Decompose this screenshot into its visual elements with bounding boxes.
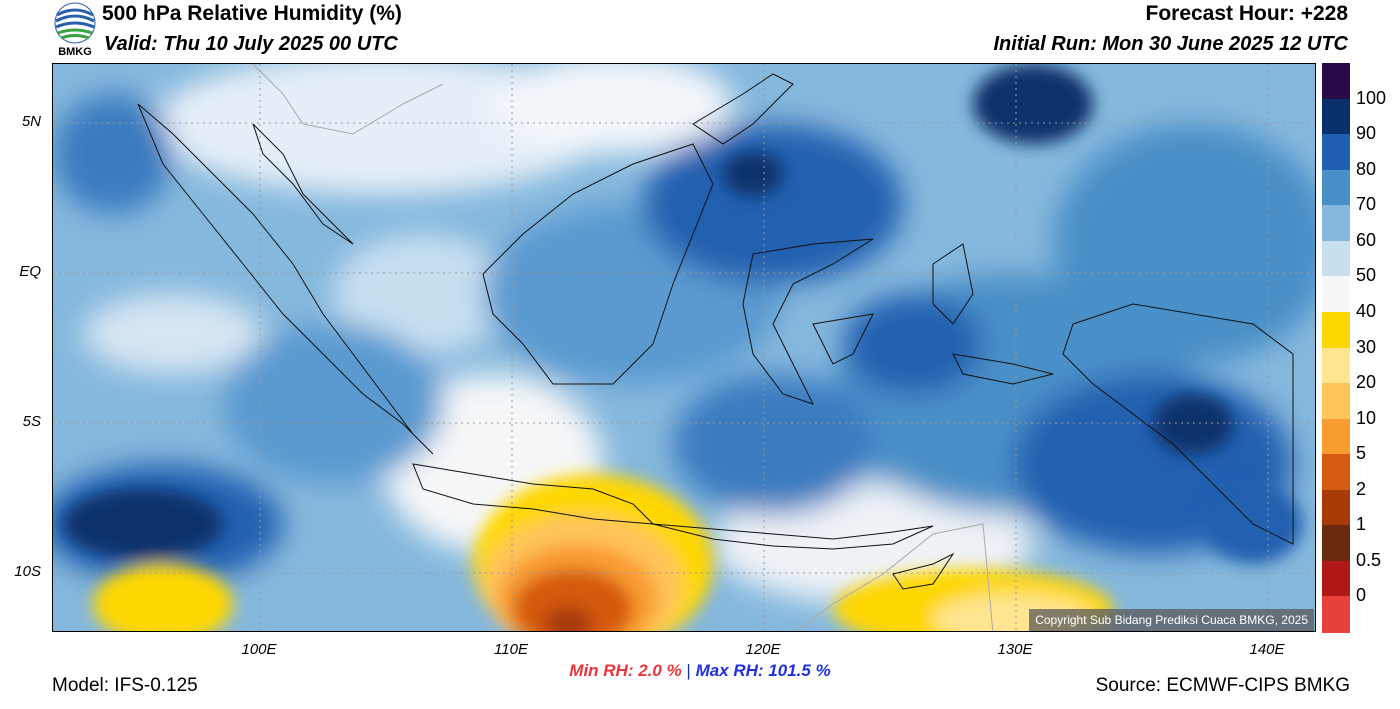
lat-label-5s: 5S: [22, 413, 41, 430]
colorbar-label: 30: [1356, 336, 1377, 357]
source-label: Source: ECMWF-CIPS BMKG: [1095, 675, 1350, 696]
lon-label-110e: 110E: [494, 641, 528, 658]
bmkg-logo: [50, 1, 100, 61]
colorbar-segment: [1322, 347, 1350, 384]
colorbar-segment: [1322, 98, 1350, 135]
humidity-field: [53, 64, 1315, 631]
colorbar-label: 100: [1356, 87, 1387, 108]
colorbar-label: 5: [1356, 443, 1367, 464]
colorbar-segment: [1322, 63, 1350, 100]
colorbar-segment: [1322, 383, 1350, 420]
lon-label-100e: 100E: [241, 641, 277, 658]
colorbar-segment: [1322, 596, 1350, 633]
model-label: Model: IFS-0.125: [52, 675, 198, 696]
colorbar-label: 70: [1356, 194, 1377, 215]
colorbar-label: 2: [1356, 478, 1367, 499]
coastlines: [137, 73, 1294, 590]
max-rh: Max RH: 101.5 %: [695, 661, 831, 680]
colorbar-segment: [1322, 418, 1350, 455]
colorbar-segment: [1322, 169, 1350, 206]
colorbar-label: 80: [1356, 158, 1377, 179]
lon-label-140e: 140E: [1249, 641, 1285, 658]
min-rh: Min RH: 2.0 %: [569, 661, 682, 680]
colorbar-label: 0.5: [1356, 549, 1382, 570]
colorbar-label: 40: [1356, 300, 1377, 321]
lat-label-eq: EQ: [19, 263, 41, 280]
colorbar: [1322, 63, 1350, 633]
lon-label-120e: 120E: [745, 641, 781, 658]
chart-title: 500 hPa Relative Humidity (%): [102, 2, 402, 25]
colorbar-label: 10: [1356, 407, 1377, 428]
colorbar-segment: [1322, 454, 1350, 491]
colorbar-label: 90: [1356, 123, 1377, 144]
colorbar-label: 1: [1356, 514, 1367, 535]
lon-label-130e: 130E: [997, 641, 1033, 658]
colorbar-segment: [1322, 205, 1350, 242]
lat-label-5n: 5N: [21, 113, 41, 130]
colorbar-segment: [1322, 525, 1350, 562]
humidity-map: [52, 63, 1316, 632]
copyright-notice: Copyright Sub Bidang Prediksi Cuaca BMKG…: [1029, 609, 1314, 631]
separator: |: [686, 661, 691, 680]
colorbar-label: 0: [1356, 585, 1367, 606]
lat-label-10s: 10S: [14, 563, 41, 580]
colorbar-label: 60: [1356, 229, 1377, 250]
colorbar-segment: [1322, 311, 1350, 348]
colorbar-label: 50: [1356, 265, 1377, 286]
colorbar-label: 20: [1356, 372, 1377, 393]
colorbar-segment: [1322, 276, 1350, 313]
colorbar-segment: [1322, 489, 1350, 526]
colorbar-segment: [1322, 134, 1350, 171]
colorbar-segment: [1322, 560, 1350, 597]
forecast-hour: Forecast Hour: +228: [1145, 2, 1349, 25]
colorbar-segment: [1322, 240, 1350, 277]
min-max-rh: Min RH: 2.0 % | Max RH: 101.5 %: [0, 661, 1400, 681]
logo-text: BMKG: [58, 46, 92, 58]
valid-time: Valid: Thu 10 July 2025 00 UTC: [104, 33, 398, 55]
initial-run: Initial Run: Mon 30 June 2025 12 UTC: [993, 33, 1348, 55]
